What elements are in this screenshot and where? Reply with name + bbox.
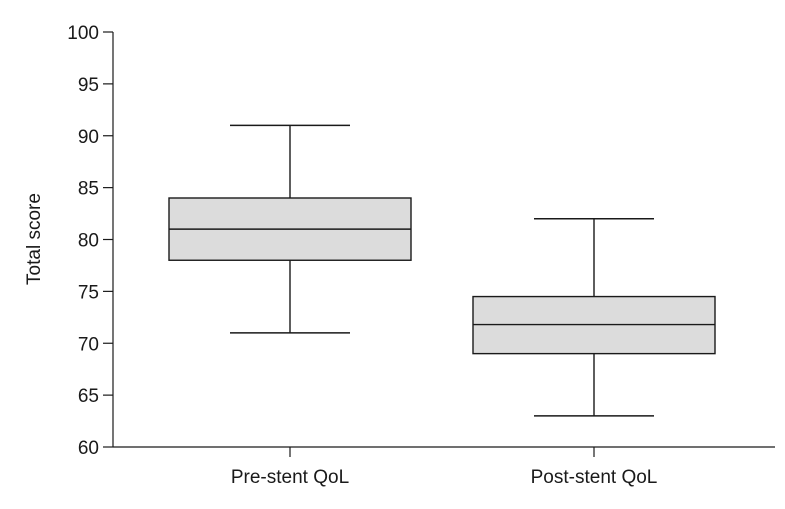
y-axis-title: Total score [24,193,45,285]
y-tick-label: 100 [67,23,99,44]
y-tick-label: 75 [78,282,99,303]
y-axis-ticks: 60 65 70 75 80 85 90 95 100 [67,23,113,459]
y-tick-label: 60 [78,438,99,459]
box-post-stent [472,218,716,417]
y-tick-label: 90 [78,127,99,148]
y-tick-label: 95 [78,75,99,96]
x-tick-label: Post-stent QoL [531,467,658,488]
y-tick-label: 85 [78,179,99,200]
box-group [168,124,716,417]
y-tick-label: 70 [78,334,99,355]
y-tick-label: 80 [78,231,99,252]
x-axis-ticks: Pre-stent QoL Post-stent QoL [231,447,658,488]
x-tick-label: Pre-stent QoL [231,467,349,488]
box-pre-stent [168,124,412,334]
y-tick-label: 65 [78,386,99,407]
